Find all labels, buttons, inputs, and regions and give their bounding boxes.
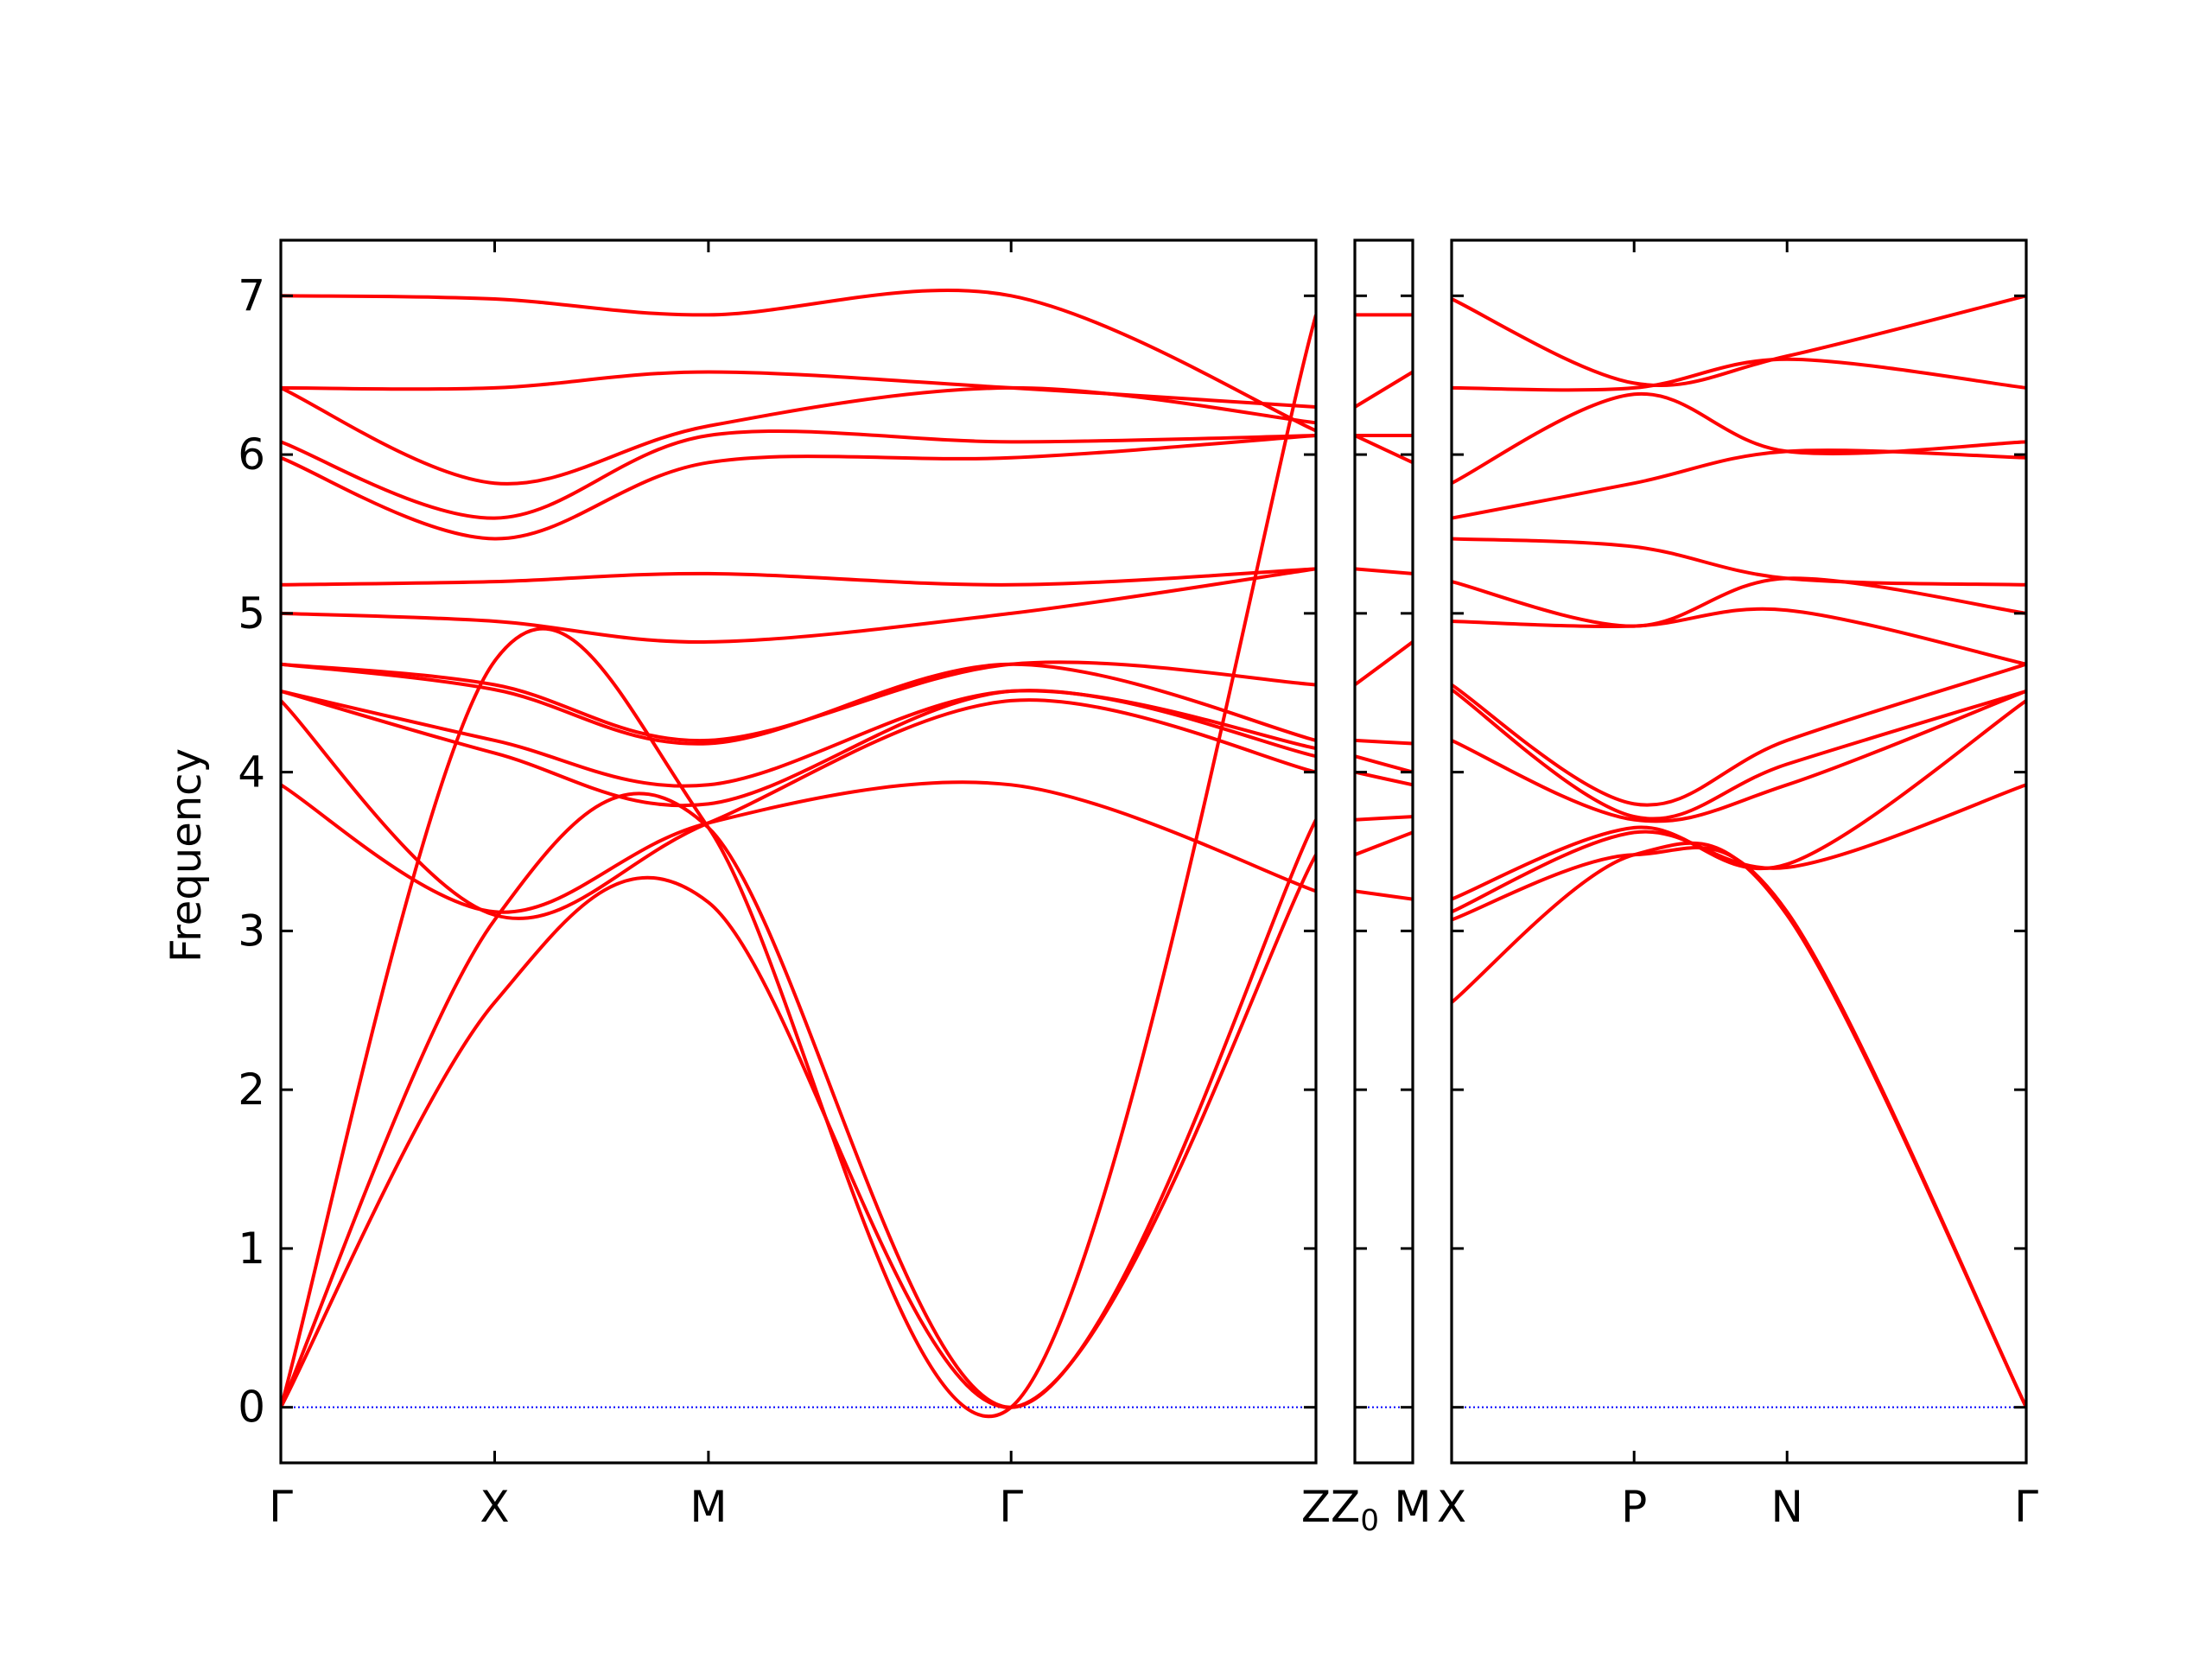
band-line-9 bbox=[281, 660, 1316, 743]
band-line-3 bbox=[1355, 889, 1413, 901]
x-tick-label: P bbox=[1621, 1482, 1647, 1532]
band-line-1 bbox=[281, 854, 1316, 1409]
y-axis-label: Frequency bbox=[162, 748, 211, 963]
x-tick-label: Z bbox=[1301, 1482, 1331, 1532]
axes-frame bbox=[1353, 238, 1414, 1465]
band-line-12 bbox=[281, 434, 1316, 541]
band-line-7 bbox=[281, 689, 1316, 788]
band-line-11 bbox=[1355, 370, 1413, 409]
band-line-4 bbox=[1452, 699, 2026, 901]
x-tick-label: X bbox=[480, 1482, 509, 1532]
panel-1: 0 1 2 3 4 5 6 7 Γ X M Γ Z bbox=[238, 238, 1331, 1532]
band-line-5 bbox=[1355, 754, 1413, 774]
band-line-1 bbox=[1355, 830, 1413, 857]
band-line-13 bbox=[281, 429, 1316, 520]
x-tick-label: N bbox=[1771, 1482, 1803, 1532]
band-line-12 bbox=[1452, 391, 2026, 485]
band-line-16 bbox=[281, 288, 1316, 433]
band-lines bbox=[281, 288, 1316, 1419]
band-line-14 bbox=[1452, 294, 2026, 388]
band-line-1 bbox=[1452, 841, 2026, 1408]
band-line-11 bbox=[281, 567, 1316, 587]
band-line-4 bbox=[1355, 770, 1413, 787]
axes-frame bbox=[1450, 238, 2028, 1465]
y-tick-label: 0 bbox=[238, 1382, 265, 1433]
band-line-10 bbox=[1452, 537, 2026, 587]
band-line-8 bbox=[281, 662, 1316, 746]
y-tick-label: 4 bbox=[238, 747, 265, 798]
x-tick-label: M bbox=[1394, 1482, 1431, 1532]
band-line-2 bbox=[1452, 845, 2026, 1408]
band-line-6 bbox=[1355, 738, 1413, 746]
band-line-8 bbox=[1355, 567, 1413, 575]
x-tick-label: Γ bbox=[269, 1482, 293, 1532]
axes-frame bbox=[279, 238, 1318, 1465]
band-lines bbox=[1355, 313, 1413, 901]
y-tick-label: 5 bbox=[238, 588, 265, 639]
y-tick-label: 7 bbox=[238, 270, 265, 321]
y-tick-label: 6 bbox=[238, 429, 265, 480]
x-tick-label: Z0 bbox=[1331, 1482, 1379, 1538]
band-line-3 bbox=[1452, 783, 2026, 914]
panel-2: Z0 M bbox=[1331, 238, 1432, 1538]
y-tick-label: 1 bbox=[238, 1224, 265, 1274]
x-tick-label: X bbox=[1437, 1482, 1466, 1532]
band-line-7 bbox=[1452, 662, 2026, 807]
band-line-5 bbox=[281, 698, 1316, 920]
band-line-15 bbox=[281, 370, 1316, 409]
band-line-5 bbox=[1452, 690, 2026, 823]
band-line-8 bbox=[1452, 607, 2026, 666]
band-line-3 bbox=[281, 314, 1316, 1419]
y-tick-label: 2 bbox=[238, 1065, 265, 1115]
x-tick-label: M bbox=[690, 1482, 727, 1532]
band-line-6 bbox=[1452, 688, 2026, 821]
band-lines bbox=[1452, 294, 2026, 1408]
x-tick-label: Γ bbox=[2014, 1482, 2038, 1532]
band-line-11 bbox=[1452, 448, 2026, 520]
band-line-2 bbox=[1355, 815, 1413, 822]
band-line-14 bbox=[281, 385, 1316, 486]
y-tick-label: 3 bbox=[238, 906, 265, 956]
band-line-7 bbox=[1355, 640, 1413, 687]
band-line-13 bbox=[1452, 357, 2026, 392]
x-tick-label: Γ bbox=[999, 1482, 1023, 1532]
band-line-10 bbox=[281, 567, 1316, 644]
band-line-2 bbox=[281, 791, 1316, 1409]
band-line-9 bbox=[1452, 576, 2026, 628]
band-line-9 bbox=[1355, 434, 1413, 465]
